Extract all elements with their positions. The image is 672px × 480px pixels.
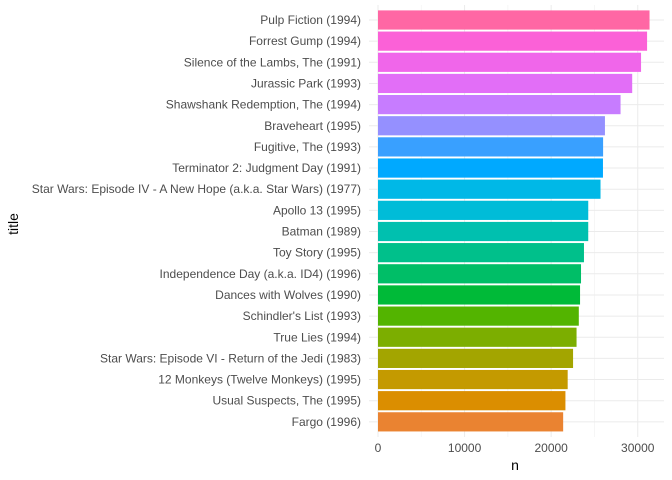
y-tick-label: Silence of the Lambs, The (1991) <box>184 55 361 69</box>
x-tick-labels: 0 10000 20000 30000 <box>375 441 655 455</box>
bar <box>378 158 603 178</box>
y-tick-label: Braveheart (1995) <box>264 119 361 133</box>
bar <box>378 264 582 284</box>
bar <box>378 31 648 51</box>
bar <box>378 243 584 263</box>
y-tick-label: Star Wars: Episode VI - Return of the Je… <box>100 351 361 365</box>
x-axis-title: n <box>511 457 519 473</box>
bar <box>378 52 642 72</box>
y-tick-label: Toy Story (1995) <box>273 246 361 260</box>
y-tick-label: Schindler's List (1993) <box>243 309 361 323</box>
bar <box>378 10 650 30</box>
y-tick-label: Batman (1989) <box>282 225 361 239</box>
y-tick-label: Jurassic Park (1993) <box>251 76 361 90</box>
bar <box>378 306 579 326</box>
bar <box>378 200 589 220</box>
bar <box>378 221 589 242</box>
bar <box>378 348 574 368</box>
y-tick-label: Independence Day (a.k.a. ID4) (1996) <box>160 267 361 281</box>
y-tick-label: 12 Monkeys (Twelve Monkeys) (1995) <box>158 373 361 387</box>
bar <box>378 327 577 347</box>
y-tick-label: Star Wars: Episode IV - A New Hope (a.k.… <box>32 182 361 196</box>
bar <box>378 137 604 157</box>
y-tick-label: Usual Suspects, The (1995) <box>212 394 361 408</box>
y-tick-label: Shawshank Redemption, The (1994) <box>166 98 361 112</box>
y-tick-label: Apollo 13 (1995) <box>273 203 361 217</box>
bar <box>378 285 581 305</box>
bar <box>378 391 566 411</box>
y-tick-label: Pulp Fiction (1994) <box>260 13 361 27</box>
bars <box>378 10 650 432</box>
y-tick-label: Fargo (1996) <box>292 415 361 429</box>
bar <box>378 95 621 115</box>
x-tick-label: 10000 <box>448 441 482 455</box>
y-tick-label: Dances with Wolves (1990) <box>215 288 361 302</box>
bar <box>378 369 568 390</box>
x-tick-label: 30000 <box>621 441 655 455</box>
y-tick-label: Fugitive, The (1993) <box>254 140 361 154</box>
bar <box>378 412 564 432</box>
bar <box>378 73 633 94</box>
y-tick-label: Terminator 2: Judgment Day (1991) <box>172 161 361 175</box>
bar <box>378 116 605 136</box>
bar <box>378 179 601 199</box>
y-tick-label: True Lies (1994) <box>273 330 361 344</box>
y-axis-title: title <box>5 213 21 235</box>
y-tick-labels: Pulp Fiction (1994) Forrest Gump (1994) Si… <box>32 13 361 429</box>
x-tick-label: 20000 <box>534 441 568 455</box>
y-tick-label: Forrest Gump (1994) <box>249 34 361 48</box>
x-tick-label: 0 <box>375 441 382 455</box>
